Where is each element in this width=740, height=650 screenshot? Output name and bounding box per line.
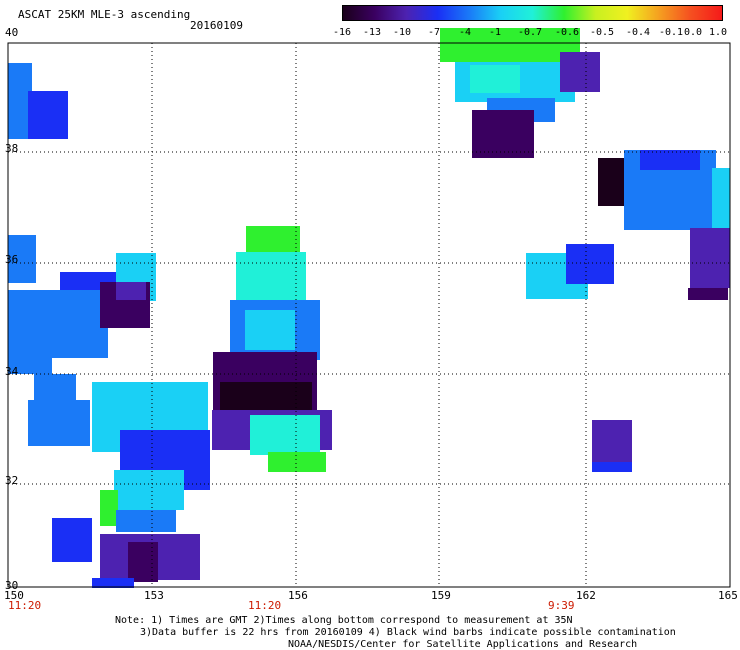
wind-swath-cell <box>92 578 134 588</box>
colorbar <box>342 5 723 21</box>
product-title: ASCAT 25KM MLE-3 ascending <box>18 8 191 21</box>
wind-swath-cell <box>116 282 146 300</box>
wind-swath-cell <box>8 91 28 139</box>
wind-swath-cell <box>250 415 320 455</box>
colorbar-label: -0.5 <box>589 27 615 38</box>
wind-swath-cell <box>598 158 624 206</box>
lat-label-38: 38 <box>5 142 19 155</box>
wind-swath-cell <box>640 150 700 170</box>
lat-label-30: 30 <box>5 579 19 592</box>
colorbar-label: -0.6 <box>554 27 580 38</box>
colorbar-labels: -16 -13 -10 -7 -4 -1 -0.7 -0.6 -0.5 -0.4 -0.1 0.0 1.… <box>330 27 735 39</box>
wind-swath-cell <box>472 110 534 158</box>
data-swaths <box>8 28 730 588</box>
wind-swath-cell <box>246 226 300 256</box>
wind-swath-cell <box>560 52 600 92</box>
wind-swath-cell <box>245 310 295 350</box>
note-line-1: Note: 1) Times are GMT 2)Times along bot… <box>115 615 573 626</box>
wind-swath-cell <box>440 28 580 62</box>
wind-swath-cell <box>100 490 118 526</box>
wind-swath-cell <box>688 288 728 300</box>
wind-swath-cell <box>712 168 730 228</box>
wind-swath-cell <box>28 400 90 446</box>
wind-swath-cell <box>592 462 632 472</box>
lon-label-165: 165 <box>718 589 738 602</box>
colorbar-label: 0.0 <box>683 27 703 38</box>
note-line-2: 3)Data buffer is 22 hrs from 20160109 4)… <box>140 627 676 638</box>
colorbar-label: 1.0 <box>708 27 728 38</box>
colorbar-label: -0.1 <box>658 27 684 38</box>
wind-swath-cell <box>116 510 176 532</box>
colorbar-label: -4 <box>458 27 472 38</box>
colorbar-label: -0.7 <box>517 27 543 38</box>
lon-label-162: 162 <box>576 589 596 602</box>
lat-label-34: 34 <box>5 365 19 378</box>
wind-swath-cell <box>114 470 184 510</box>
wind-swath-cell <box>52 518 92 562</box>
gridlines <box>8 43 730 587</box>
product-date: 20160109 <box>190 19 243 32</box>
note-line-3: NOAA/NESDIS/Center for Satellite Applica… <box>288 639 638 650</box>
time-label-1: 11:20 <box>8 599 42 612</box>
wind-swath-cell <box>690 228 730 288</box>
wind-swath-cell <box>28 91 68 139</box>
wind-swath-cell <box>150 430 202 460</box>
time-label-3: 9:39 <box>548 599 575 612</box>
lon-label-150: 150 <box>4 589 24 602</box>
colorbar-label: -7 <box>427 27 441 38</box>
time-label-2: 11:20 <box>248 599 282 612</box>
colorbar-label: -1 <box>488 27 502 38</box>
lon-label-159: 159 <box>431 589 451 602</box>
colorbar-label: -10 <box>392 27 412 38</box>
colorbar-label: -13 <box>362 27 382 38</box>
wind-swath-cell <box>470 65 520 93</box>
lat-label-36: 36 <box>5 253 19 266</box>
lon-label-156: 156 <box>288 589 308 602</box>
wind-swath-cell <box>8 235 36 283</box>
wind-swath-cell <box>268 452 326 472</box>
wind-swath-cell <box>592 420 632 464</box>
wind-swath-cell <box>8 290 108 358</box>
colorbar-label: -0.4 <box>625 27 651 38</box>
wind-swath-cell <box>566 244 614 284</box>
wind-swath-cell <box>8 63 32 91</box>
lat-label-32: 32 <box>5 474 19 487</box>
lon-label-153: 153 <box>144 589 164 602</box>
wind-swath-cell <box>8 352 52 374</box>
map-frame <box>7 42 731 588</box>
colorbar-label: -16 <box>332 27 352 38</box>
wind-swath-cell <box>128 542 158 582</box>
lat-label-40: 40 <box>5 26 19 39</box>
